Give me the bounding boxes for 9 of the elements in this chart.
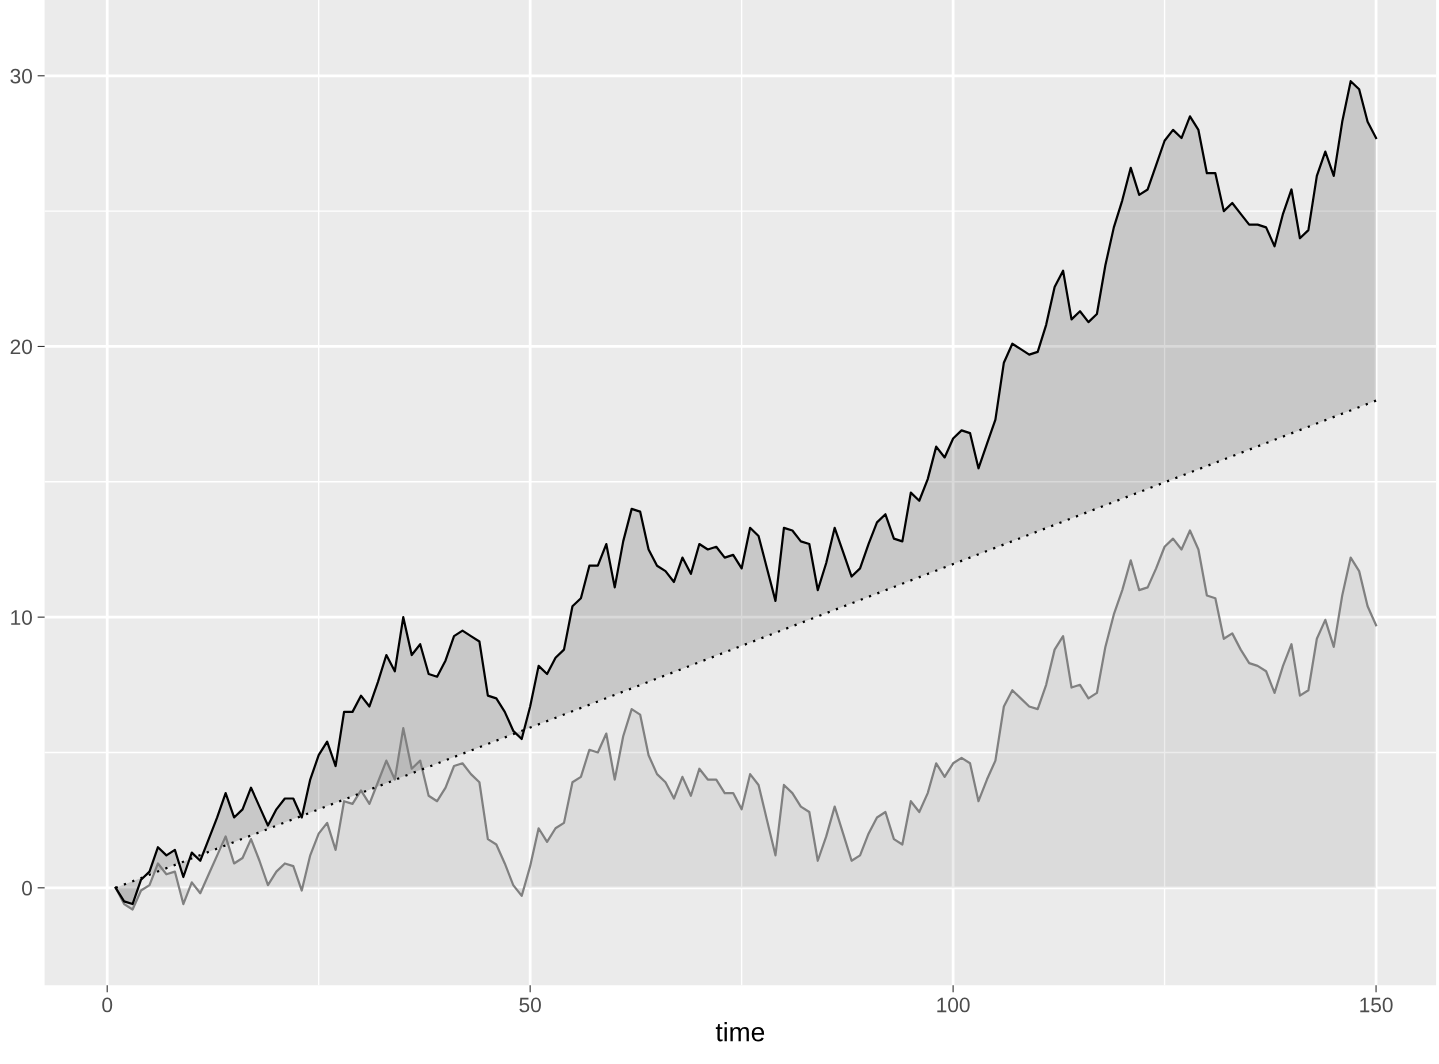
x-axis-title: time — [715, 1022, 765, 1042]
x-tick-label: 100 — [937, 997, 970, 1013]
x-tick-label: 150 — [1360, 997, 1393, 1013]
y-tick-label: 0 — [22, 880, 32, 896]
y-tick-label: 20 — [10, 339, 32, 355]
y-tick-label: 30 — [10, 68, 32, 84]
x-tick-label: 50 — [519, 997, 541, 1013]
x-tick-label: 0 — [102, 997, 113, 1013]
y-tick-label: 10 — [11, 610, 32, 625]
